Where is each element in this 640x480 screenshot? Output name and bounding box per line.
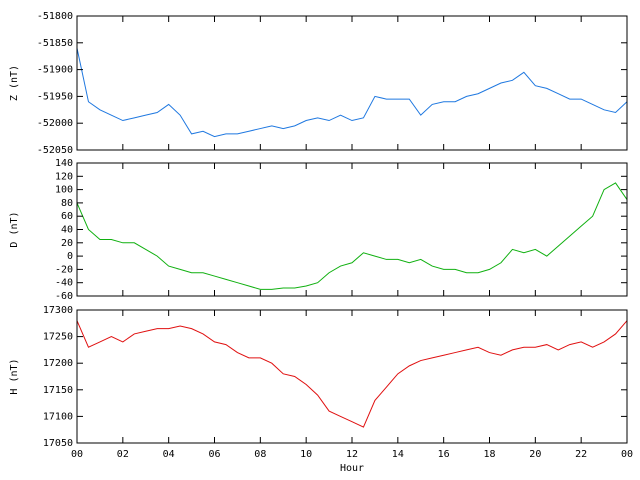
- y-tick-label: 20: [61, 238, 73, 249]
- x-tick-label: 10: [300, 449, 312, 460]
- y-axis-label: D (nT): [9, 211, 20, 247]
- data-line: [76, 48, 628, 138]
- x-tick-label: 22: [575, 449, 587, 460]
- data-line: [76, 182, 628, 290]
- x-tick-label: 14: [392, 449, 404, 460]
- y-tick-label: -51900: [37, 65, 73, 76]
- y-axis-label: H (nT): [9, 358, 20, 394]
- y-tick-label: -51850: [37, 38, 73, 49]
- y-tick-label: 17150: [43, 385, 73, 396]
- plot-frame: [76, 162, 628, 297]
- x-tick-label: 00: [71, 449, 83, 460]
- y-tick-label: -40: [55, 278, 73, 289]
- x-tick-label: 12: [346, 449, 358, 460]
- y-tick-label: 80: [61, 198, 73, 209]
- y-tick-label: 120: [55, 171, 73, 182]
- x-tick-label: 18: [483, 449, 495, 460]
- y-tick-label: 40: [61, 225, 73, 236]
- x-tick-label: 02: [117, 449, 129, 460]
- y-tick-label: -52000: [37, 118, 73, 129]
- plot-frame: [76, 15, 628, 151]
- plot-frame: [76, 309, 628, 444]
- x-tick-label: 06: [208, 449, 220, 460]
- x-tick-label: 00: [621, 449, 633, 460]
- y-tick-label: 140: [55, 158, 73, 169]
- y-tick-label: 17200: [43, 358, 73, 369]
- y-tick-label: 0: [67, 251, 73, 262]
- x-tick-label: 08: [254, 449, 266, 460]
- y-tick-label: 17250: [43, 332, 73, 343]
- y-tick-label: -51950: [37, 91, 73, 102]
- y-tick-label: -51800: [37, 11, 73, 22]
- x-tick-label: 20: [529, 449, 541, 460]
- y-tick-label: 17100: [43, 411, 73, 422]
- y-tick-label: 17300: [43, 305, 73, 316]
- x-tick-label: 04: [163, 449, 175, 460]
- x-axis-label: Hour: [340, 463, 364, 474]
- y-tick-label: 60: [61, 211, 73, 222]
- y-tick-label: 100: [55, 185, 73, 196]
- data-line: [76, 320, 628, 428]
- y-tick-label: -52050: [37, 145, 73, 156]
- y-axis-label: Z (nT): [9, 65, 20, 101]
- y-tick-label: 17050: [43, 438, 73, 449]
- x-tick-label: 16: [438, 449, 450, 460]
- y-tick-label: -60: [55, 291, 73, 302]
- y-tick-label: -20: [55, 264, 73, 275]
